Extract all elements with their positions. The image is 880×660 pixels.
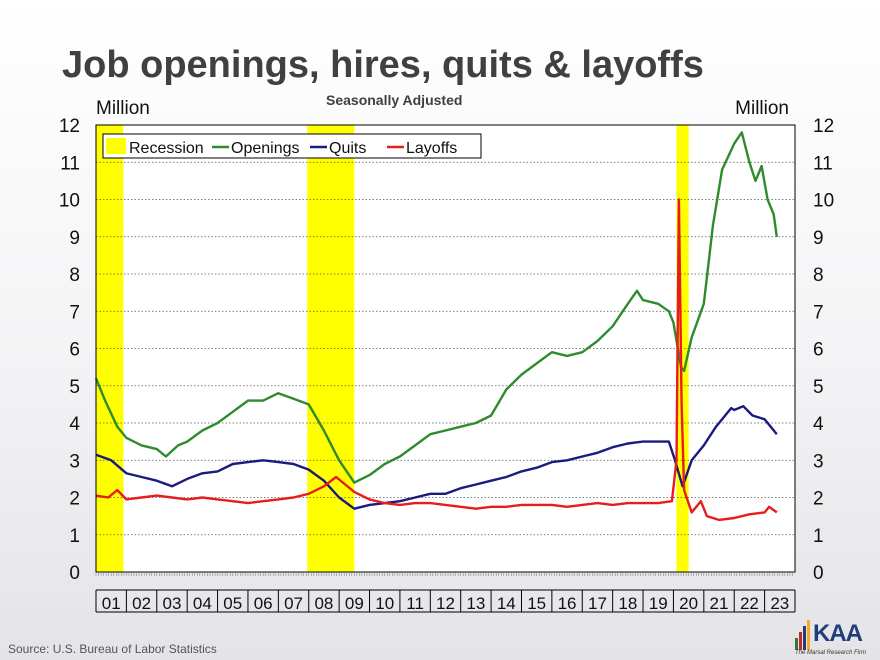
y-tick-label-left: 10 [59, 191, 80, 212]
series-line-layoffs [95, 198, 778, 522]
logo-tagline: The Marsal Research Firm [795, 650, 867, 656]
logo-bar [799, 632, 802, 650]
x-year-label: 20 [679, 594, 698, 613]
y-tick-label-left: 11 [60, 153, 80, 174]
legend-box [102, 133, 482, 159]
y-tick-label-left: 12 [59, 116, 80, 137]
y-tick-label-left: 0 [69, 563, 80, 584]
y-tick-label-right: 3 [813, 451, 824, 472]
y-tick-label-right: 6 [813, 340, 824, 361]
x-year-label: 12 [436, 594, 455, 613]
y-tick-label-right: 2 [813, 489, 824, 510]
x-year-label: 05 [223, 594, 242, 613]
y-tick-label-left: 3 [69, 451, 80, 472]
y-tick-label-right: 8 [813, 265, 824, 286]
logo-bar [795, 638, 798, 650]
left-axis-unit: Million [96, 98, 150, 119]
y-tick-label-right: 5 [813, 377, 824, 398]
legend-swatch-recession [106, 138, 126, 154]
series-line-openings [94, 131, 778, 484]
source-note: Source: U.S. Bureau of Labor Statistics [8, 642, 217, 656]
chart-legend: Recession Openings Quits Layoffs [102, 133, 482, 159]
x-year-label: 23 [770, 594, 789, 613]
x-year-label: 18 [618, 594, 637, 613]
y-tick-label-left: 2 [69, 489, 80, 510]
legend-label-quits: Quits [329, 140, 366, 157]
x-year-label: 17 [588, 594, 607, 613]
y-tick-label-right: 11 [813, 153, 833, 174]
y-tick-label-right: 9 [813, 228, 824, 249]
x-year-label: 07 [284, 594, 303, 613]
legend-label-layoffs: Layoffs [406, 140, 457, 157]
y-tick-label-right: 10 [813, 191, 834, 212]
legend-label-recession: Recession [129, 140, 204, 157]
y-tick-label-left: 5 [69, 377, 80, 398]
legend-label-openings: Openings [231, 140, 300, 157]
x-year-label: 04 [193, 594, 212, 613]
y-tick-label-right: 0 [813, 563, 824, 584]
x-year-label: 14 [497, 594, 516, 613]
y-tick-label-right: 7 [813, 302, 824, 323]
right-axis-unit: Million [735, 98, 789, 119]
y-tick-label-right: 12 [813, 116, 834, 137]
x-year-label: 16 [558, 594, 577, 613]
y-tick-label-left: 4 [69, 414, 80, 435]
x-year-label: 21 [710, 594, 729, 613]
y-tick-label-right: 4 [813, 414, 824, 435]
y-tick-label-left: 1 [69, 526, 80, 547]
chart-title: Job openings, hires, quits & layoffs [62, 44, 704, 86]
x-year-label: 15 [527, 594, 546, 613]
company-logo: KAA The Marsal Research Firm [795, 620, 875, 660]
x-year-label: 02 [132, 594, 151, 613]
logo-bar [803, 626, 806, 650]
x-year-label: 03 [163, 594, 182, 613]
y-tick-label-left: 9 [69, 228, 80, 249]
x-year-label: 10 [375, 594, 394, 613]
x-year-label: 22 [740, 594, 759, 613]
x-year-label: 19 [649, 594, 668, 613]
y-tick-label-left: 8 [69, 265, 80, 286]
logo-text: KAA [813, 620, 863, 647]
y-tick-label-right: 1 [813, 526, 824, 547]
x-year-label: 08 [314, 594, 333, 613]
x-year-label: 13 [466, 594, 485, 613]
chart-subtitle: Seasonally Adjusted [326, 92, 463, 108]
y-tick-label-left: 7 [69, 302, 80, 323]
x-year-label: 11 [406, 594, 424, 613]
x-year-label: 09 [345, 594, 364, 613]
x-year-label: 06 [254, 594, 273, 613]
x-year-label: 01 [102, 594, 121, 613]
y-tick-label-left: 6 [69, 340, 80, 361]
logo-bar [807, 620, 810, 650]
series-line-quits [95, 405, 778, 510]
